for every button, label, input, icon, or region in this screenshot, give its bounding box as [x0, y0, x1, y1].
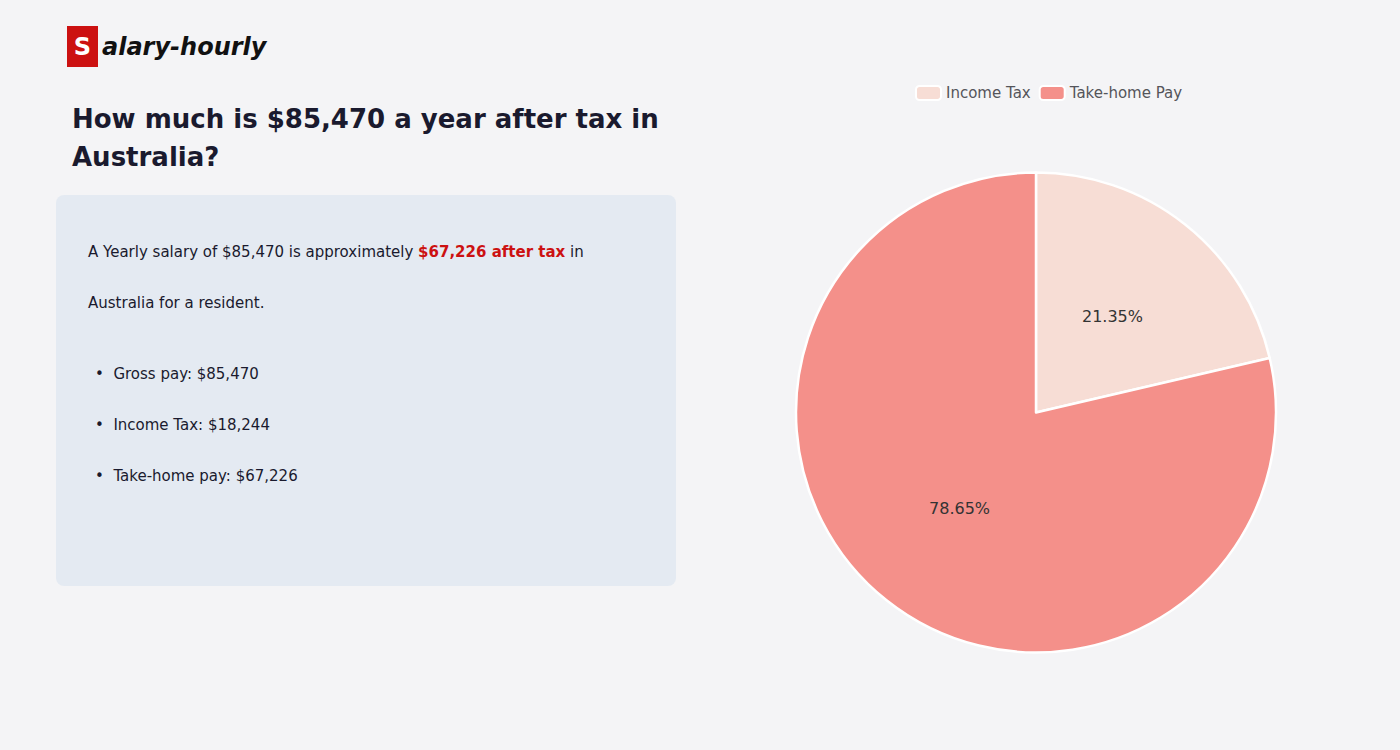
svg-text:Australia?: Australia? — [72, 142, 219, 172]
svg-text:Australia for a resident.: Australia for a resident. — [88, 294, 264, 312]
svg-text:How much is $85,470 a year aft: How much is $85,470 a year after tax in — [72, 104, 659, 134]
svg-text:in: in — [565, 243, 583, 261]
svg-text:A Yearly salary of $85,470 is: A Yearly salary of $85,470 is approximat… — [88, 243, 418, 261]
svg-text:21.35%: 21.35% — [1082, 307, 1143, 326]
svg-text:• Take-home pay: $67,226: • Take-home pay: $67,226 — [95, 467, 298, 485]
svg-text:Income Tax: Income Tax — [946, 84, 1031, 102]
svg-text:• Income Tax: $18,244: • Income Tax: $18,244 — [95, 416, 270, 434]
svg-text:alary-hourly: alary-hourly — [102, 33, 268, 61]
svg-text:78.65%: 78.65% — [929, 499, 990, 518]
svg-text:$67,226 after tax: $67,226 after tax — [418, 243, 565, 261]
svg-text:• Gross pay: $85,470: • Gross pay: $85,470 — [95, 365, 259, 383]
svg-text:Take-home Pay: Take-home Pay — [1069, 84, 1183, 102]
svg-text:S: S — [74, 33, 91, 61]
